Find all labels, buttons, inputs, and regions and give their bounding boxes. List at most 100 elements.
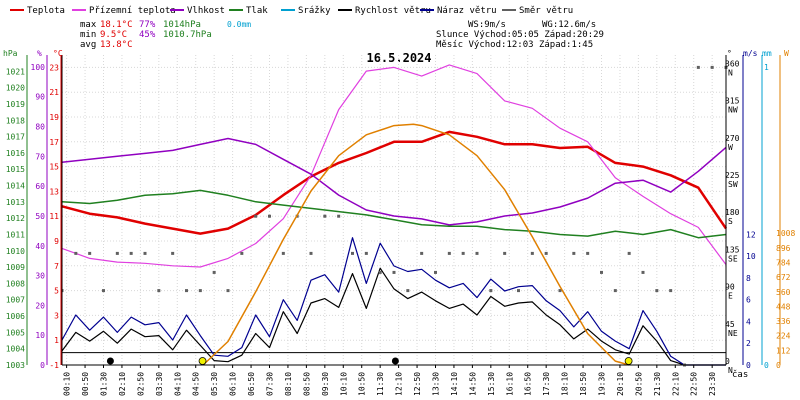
x-tick-label: 07:30 <box>266 372 275 396</box>
temp-tick-label: 3 <box>54 311 59 320</box>
x-tick-label: 19:30 <box>598 372 607 396</box>
temp-tick-label: 15 <box>49 163 59 172</box>
series-line-0 <box>61 130 728 235</box>
wind-direction-point <box>88 251 92 255</box>
solar-tick-label: 784 <box>776 258 791 267</box>
direction-tick-deg: 225 <box>725 171 740 180</box>
wind-direction-point <box>74 251 78 255</box>
temp-tick-label: 9 <box>54 237 59 246</box>
x-tick-label: 02:10 <box>118 372 127 396</box>
wind-direction-point <box>351 251 354 255</box>
hpa-tick-label: 1009 <box>6 263 25 272</box>
solar-tick-label: 0 <box>776 361 781 370</box>
temp-tick-label: 1 <box>54 336 59 345</box>
wind-direction-point <box>503 251 507 255</box>
wind-direction-point <box>281 251 285 255</box>
percent-tick-label: 50 <box>35 212 45 221</box>
wind-direction-point <box>364 251 368 255</box>
direction-tick-deg: 135 <box>725 245 740 254</box>
direction-tick-dir: S <box>728 217 733 226</box>
x-tick-label: 04:10 <box>173 372 182 396</box>
direction-tick-dir: N <box>728 68 733 77</box>
x-tick-label: 15:30 <box>487 372 496 396</box>
x-tick-label: 18:50 <box>579 372 588 396</box>
wind-direction-point <box>254 214 258 218</box>
direction-tick-deg: 0 <box>725 357 730 366</box>
percent-tick-label: 0 <box>40 361 45 370</box>
wind-direction-point <box>378 270 382 274</box>
stat-sun: Slunce Východ:05:05 Západ:20:29 <box>436 30 604 40</box>
x-tick-label: 12:10 <box>395 372 404 396</box>
wind-direction-point <box>129 251 133 255</box>
legend-label: Rychlost větru <box>355 6 431 16</box>
stat-max-rain: 0.0mm <box>227 20 251 29</box>
hpa-tick-label: 1013 <box>6 198 25 207</box>
stat-min-hum: 45% <box>139 30 156 40</box>
series-line-5 <box>61 237 726 366</box>
x-tick-label: 23:30 <box>708 372 717 396</box>
wind-direction-point <box>447 251 451 255</box>
x-tick-label: 09:30 <box>321 372 330 396</box>
x-axis-label: čas <box>732 369 748 380</box>
x-tick-label: 16:10 <box>505 372 514 396</box>
temp-unit-label: °C <box>53 49 63 58</box>
series-line-1 <box>61 64 727 268</box>
rain-tick-label: 0 <box>764 361 769 370</box>
hpa-tick-label: 1015 <box>6 165 25 174</box>
hpa-tick-label: 1017 <box>6 133 25 142</box>
plot-area <box>60 55 728 367</box>
solar-tick-label: 560 <box>776 288 791 297</box>
x-tick-label: 03:30 <box>155 372 164 396</box>
direction-tick-dir: N <box>728 366 733 375</box>
series-line-2 <box>61 137 727 226</box>
x-tick-label: 05:30 <box>210 372 219 396</box>
stat-max-label: max <box>80 20 97 30</box>
x-tick-label: 08:50 <box>302 372 311 396</box>
direction-tick-deg: 270 <box>725 134 740 143</box>
hpa-tick-label: 1003 <box>6 361 25 370</box>
hpa-tick-label: 1004 <box>6 345 25 354</box>
wind-direction-point <box>392 270 396 274</box>
direction-tick-deg: 180 <box>725 208 740 217</box>
temp-tick-label: 17 <box>49 138 59 147</box>
direction-tick-dir: SE <box>728 254 738 263</box>
stat-max-temp: 18.1°C <box>100 20 133 30</box>
direction-tick-deg: 360 <box>725 59 740 68</box>
temp-tick-label: 21 <box>49 88 59 97</box>
hpa-tick-label: 1008 <box>6 279 25 288</box>
wind-direction-point <box>420 251 424 255</box>
legend-label: Náraz větru <box>437 6 497 16</box>
hpa-tick-label: 1016 <box>6 149 25 158</box>
solar-tick-label: 672 <box>776 273 791 282</box>
x-tick-label: 18:10 <box>561 372 570 396</box>
percent-tick-label: 40 <box>35 242 45 251</box>
wind-direction-point <box>434 270 437 274</box>
stats-panel: max 18.1°C 77% 1014hPa 0.0mm min 9.5°C 4… <box>80 20 604 50</box>
x-tick-label: 17:30 <box>542 372 551 396</box>
series-line-3 <box>61 189 727 239</box>
axes: 00:10 00:50 01:30 02:10 02:50 03:30 04:10 04:50… <box>3 49 795 396</box>
percent-tick-label: 10 <box>35 331 45 340</box>
legend-label: Přízemní teplota <box>89 6 176 16</box>
percent-tick-label: 90 <box>35 93 45 102</box>
wind-direction-point <box>655 289 659 293</box>
wind-direction-point <box>572 251 576 255</box>
legend-label: Teplota <box>27 6 65 16</box>
moonrise-marker <box>391 357 399 365</box>
legend-label: Srážky <box>298 6 331 16</box>
hpa-tick-label: 1020 <box>6 84 25 93</box>
wind-tick-label: 0 <box>746 361 751 370</box>
direction-tick-dir: SW <box>728 180 738 189</box>
wind-direction-point <box>613 289 617 293</box>
series-line-7 <box>202 123 630 366</box>
sunset-marker <box>624 357 633 365</box>
wind-direction-point <box>268 214 271 218</box>
x-tick-label: 02:50 <box>136 372 145 396</box>
x-tick-label: 20:10 <box>616 372 625 396</box>
direction-unit-label: ° <box>727 49 732 58</box>
stat-min-temp: 9.5°C <box>100 30 127 40</box>
solar-tick-label: 896 <box>776 244 791 253</box>
hpa-tick-label: 1021 <box>6 67 25 76</box>
percent-tick-label: 60 <box>35 182 45 191</box>
